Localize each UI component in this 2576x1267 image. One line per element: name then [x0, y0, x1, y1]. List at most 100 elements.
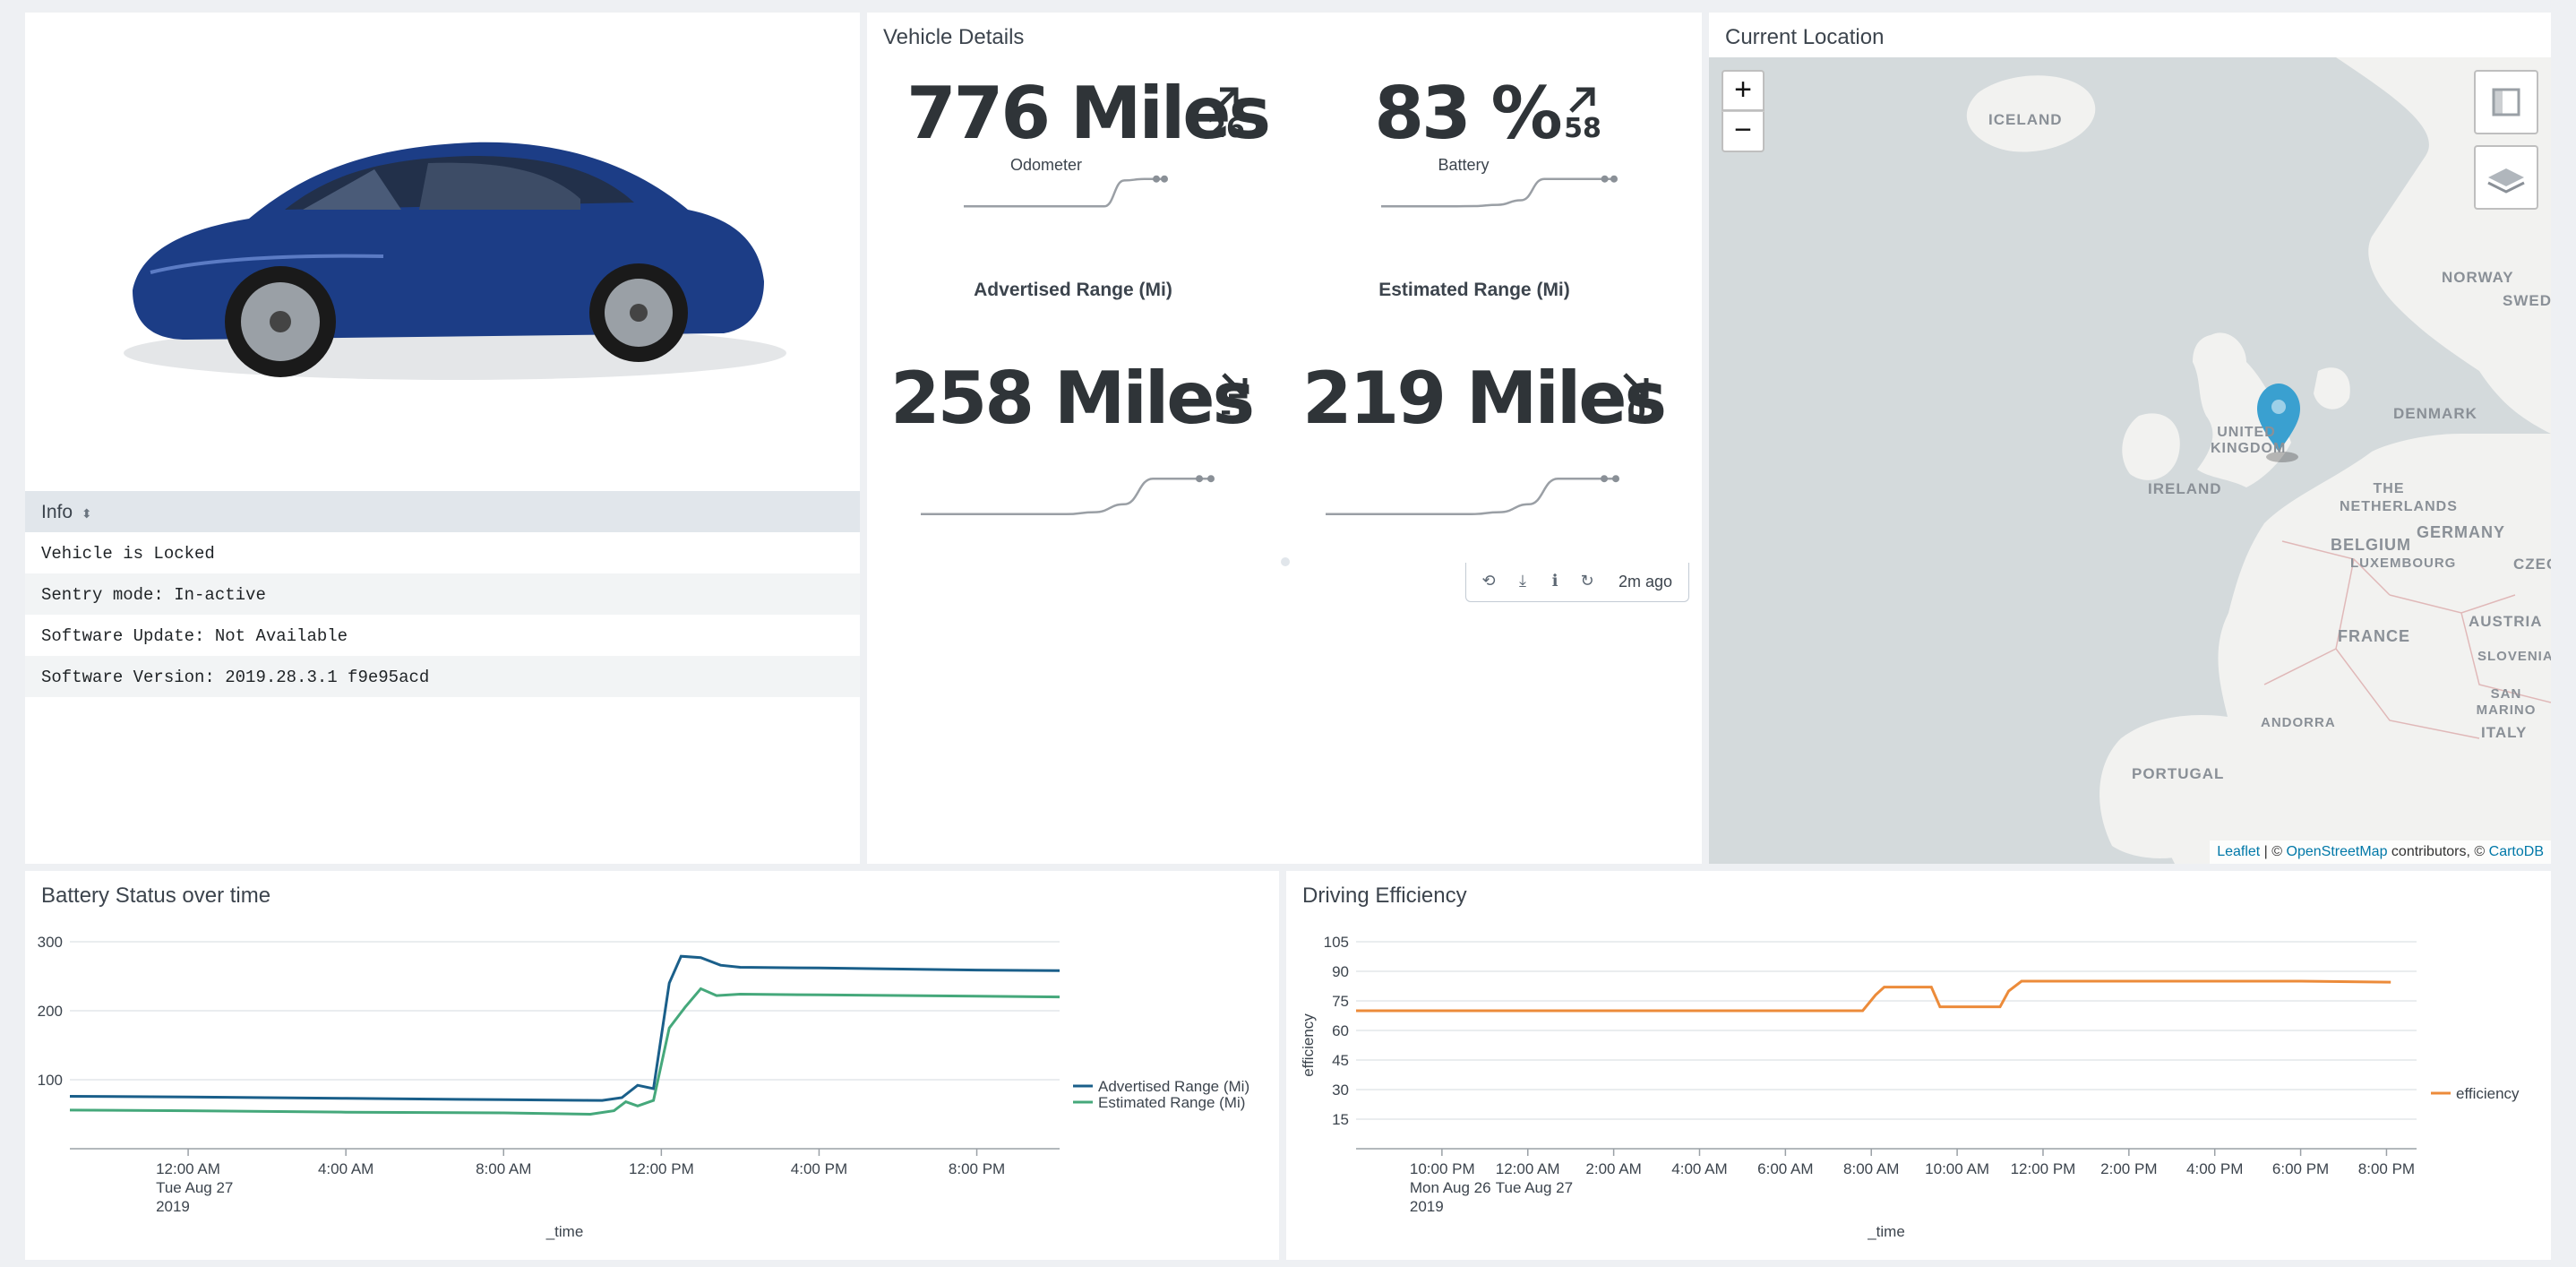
map-label-france: FRANCE [2338, 627, 2410, 645]
refresh-icon[interactable]: ⟲ [1481, 572, 1496, 590]
map-label-luxembourg: LUXEMBOURG [2350, 556, 2457, 571]
map-attribution: Leaflet | © OpenStreetMap contributors, … [2210, 840, 2551, 864]
y-tick-label: 45 [1332, 1052, 1349, 1069]
estimated-range-title: Estimated Range (Mi) [1378, 280, 1570, 300]
estimated-range-value: 219 Miles [1302, 357, 1667, 440]
x-tick-label: 8:00 AM [476, 1160, 531, 1177]
advertised-range-title: Advertised Range (Mi) [974, 280, 1172, 300]
fullscreen-button[interactable] [2474, 70, 2538, 134]
y-tick-label: 15 [1332, 1111, 1349, 1128]
odometer-value: 776 Miles [906, 72, 1271, 155]
y-tick-label: 300 [38, 934, 63, 951]
x-tick-label: 2019 [156, 1198, 190, 1215]
odometer-sparkline [964, 175, 1168, 208]
battery-value: 83 % [1374, 72, 1562, 155]
osm-link[interactable]: OpenStreetMap [2286, 844, 2388, 859]
panel-toolbar: ⟲ ⤓ ℹ ↻ 2m ago [1465, 563, 1689, 602]
legend-label[interactable]: Estimated Range (Mi) [1098, 1094, 1245, 1111]
map-label-norway: NORWAY [2442, 269, 2514, 286]
sparkline-point [1196, 475, 1204, 483]
arrow-up-right-icon [1213, 87, 1239, 113]
info-table-header[interactable]: Info ⬍ [25, 491, 860, 532]
cartodb-link[interactable]: CartoDB [2488, 844, 2544, 859]
legend-label[interactable]: efficiency [2456, 1085, 2520, 1102]
zoom-in-button[interactable]: + [1722, 70, 1765, 111]
current-location-panel: Current Location ICELA [1709, 13, 2551, 864]
fullscreen-icon [2492, 88, 2520, 116]
vehicle-details-panel: Vehicle Details 776 Miles 26 Odometer 83… [867, 13, 1702, 864]
x-tick-label: 2:00 PM [2100, 1160, 2157, 1177]
advertised-range-sparkline [921, 475, 1215, 516]
info-row-version: Software Version: 2019.28.3.1 f9e95acd [25, 656, 860, 697]
map-label-sweden: SWEDEN [2503, 292, 2551, 309]
map-label-uk: UNITED KINGDOM [2211, 425, 2287, 456]
map-label-italy: ITALY [2481, 724, 2528, 741]
map-label-czech: CZECH [2513, 556, 2551, 573]
x-tick-label: 8:00 PM [949, 1160, 1005, 1177]
x-tick-label: 10:00 AM [1925, 1160, 1989, 1177]
vehicle-image [124, 142, 786, 380]
sparkline-endpoint [1207, 475, 1215, 483]
sparkline-endpoint [1612, 475, 1619, 483]
series-line[interactable] [69, 987, 1060, 1116]
map-label-san-marino: SAN MARINO [2476, 686, 2537, 718]
x-tick-label: 12:00 AM [1496, 1160, 1560, 1177]
map-label-belgium: BELGIUM [2331, 536, 2411, 554]
x-tick-label: Tue Aug 27 [156, 1179, 233, 1196]
info-icon[interactable]: ℹ [1551, 572, 1558, 590]
vehicle-image-panel: Info ⬍ Vehicle is Locked Sentry mode: In… [25, 13, 860, 864]
map-label-iceland: ICELAND [1988, 111, 2063, 128]
y-tick-label: 105 [1324, 934, 1349, 951]
last-updated-time: 2m ago [1619, 573, 1673, 590]
map-label-germany: GERMANY [2417, 523, 2506, 541]
location-marker-icon[interactable] [2257, 384, 2300, 462]
advertised-range-value: 258 Miles [890, 357, 1255, 440]
battery-delta: 58 [1564, 113, 1601, 144]
x-tick-label: 8:00 PM [2358, 1160, 2415, 1177]
x-tick-label: 2:00 AM [1585, 1160, 1641, 1177]
arrow-down-right-icon [1623, 373, 1649, 399]
sparkline-path [921, 477, 1211, 516]
series-line[interactable] [1356, 979, 2391, 1013]
info-row-lock: Vehicle is Locked [41, 544, 215, 564]
leaflet-link[interactable]: Leaflet [2217, 844, 2261, 859]
x-tick-label: 4:00 AM [1671, 1160, 1727, 1177]
y-tick-label: 90 [1332, 963, 1349, 980]
efficiency-chart-title: Driving Efficiency [1302, 883, 1467, 908]
sparkline-path [1381, 177, 1614, 208]
odometer-delta: 26 [1207, 113, 1245, 144]
map-label-portugal: PORTUGAL [2132, 765, 2225, 782]
sort-icon[interactable]: ⬍ [81, 506, 92, 521]
location-map[interactable]: ICELAND NORWAY SWEDEN DENMARK UNITED KIN… [1709, 57, 2551, 864]
layers-icon [2487, 168, 2525, 194]
estimated-range-delta: 0 [1627, 396, 1646, 427]
map-label-austria: AUSTRIA [2469, 613, 2543, 630]
arrow-up-right-icon [1569, 87, 1595, 113]
x-tick-label: Tue Aug 27 [1496, 1179, 1573, 1196]
series-line[interactable] [69, 954, 1060, 1102]
reload-icon[interactable]: ↻ [1580, 572, 1594, 590]
y-tick-label: 200 [38, 1003, 63, 1020]
map-label-slovenia: SLOVENIA [2477, 649, 2551, 664]
legend-label[interactable]: Advertised Range (Mi) [1098, 1078, 1249, 1095]
info-row-update: Software Update: Not Available [41, 626, 348, 646]
zoom-out-button[interactable]: − [1722, 111, 1765, 152]
export-icon[interactable]: ⤓ [1519, 572, 1526, 590]
driving-efficiency-chart: 15 30 45 60 75 90 105 10:00 PM Mon Aug 26 2019 12:… [1300, 934, 2520, 1240]
resize-handle[interactable] [1281, 557, 1290, 566]
sparkline-point [1601, 475, 1609, 483]
x-tick-label: 4:00 PM [791, 1160, 847, 1177]
layers-button[interactable] [2474, 145, 2538, 210]
sparkline-endpoint [1161, 175, 1168, 183]
vehicle-details-title: Vehicle Details [883, 25, 1025, 49]
x-tick-label: 8:00 AM [1843, 1160, 1899, 1177]
x-tick-label: 12:00 AM [156, 1160, 220, 1177]
x-tick-label: 12:00 PM [629, 1160, 694, 1177]
battery-chart-title: Battery Status over time [41, 883, 271, 908]
x-tick-label: 4:00 PM [2186, 1160, 2243, 1177]
estimated-range-sparkline [1326, 475, 1619, 516]
x-axis-label: _time [1867, 1223, 1905, 1240]
battery-sparkline [1381, 175, 1618, 208]
info-row-sentry: Sentry mode: In-active [25, 573, 860, 615]
y-axis-label: efficiency [1300, 1013, 1317, 1077]
